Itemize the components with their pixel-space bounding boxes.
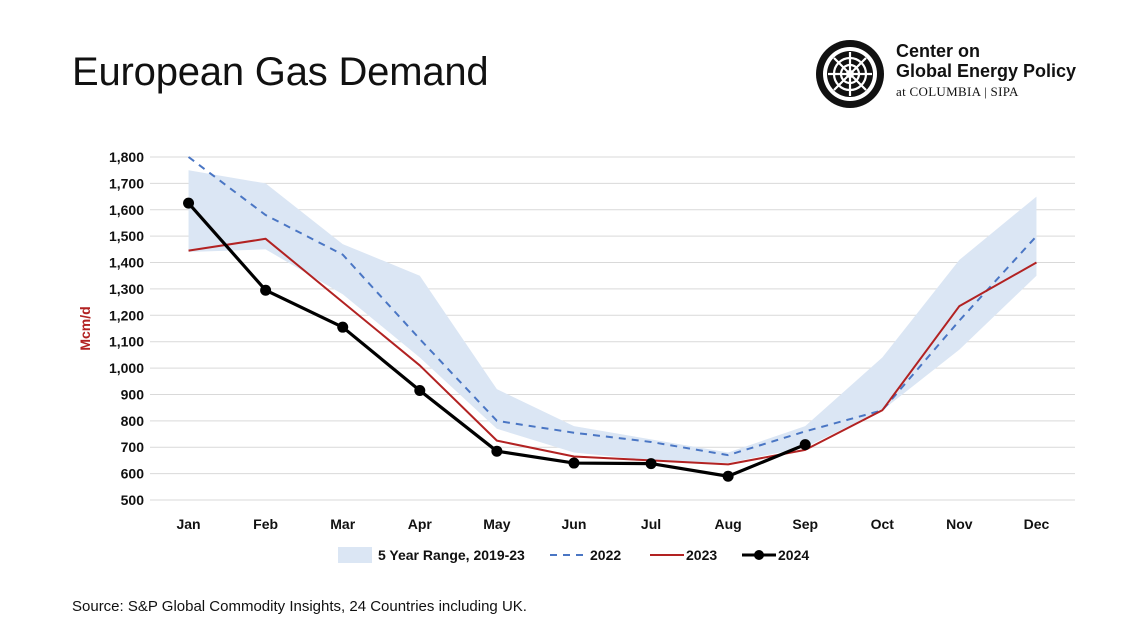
y-tick-label: 1,600 xyxy=(109,202,144,218)
y-tick-label: 500 xyxy=(121,492,145,508)
logo-line-2: Global Energy Policy xyxy=(896,60,1077,81)
series-point-2024 xyxy=(183,197,195,209)
y-tick-label: 800 xyxy=(121,413,145,429)
x-tick-label: Jan xyxy=(176,516,200,532)
x-tick-label: Oct xyxy=(871,516,895,532)
y-tick-label: 900 xyxy=(121,386,145,402)
x-tick-label: Jul xyxy=(641,516,661,532)
x-tick-label: Sep xyxy=(792,516,818,532)
series-point-2024 xyxy=(568,457,580,469)
y-tick-label: 600 xyxy=(121,466,145,482)
series-point-2024 xyxy=(260,284,272,296)
legend-swatch-range xyxy=(338,547,372,563)
x-tick-label: May xyxy=(483,516,510,532)
chart-svg: 500 600 700 800 900 1,000 1,100 1,200 1,300 1,400… xyxy=(77,149,1075,563)
series-point-2024 xyxy=(491,445,503,457)
source-note: Source: S&P Global Commodity Insights, 2… xyxy=(72,598,527,615)
y-tick-label: 1,000 xyxy=(109,360,144,376)
y-tick-label: 1,300 xyxy=(109,281,144,297)
series-point-2024 xyxy=(414,385,426,397)
legend-label-2022: 2022 xyxy=(590,547,621,563)
y-tick-label: 1,400 xyxy=(109,255,144,271)
series-point-2024 xyxy=(337,321,349,333)
x-tick-label: Mar xyxy=(330,516,355,532)
columbia-crown-seal-icon xyxy=(816,40,884,108)
series-line-2023 xyxy=(188,237,1037,466)
x-tick-label: Aug xyxy=(715,516,742,532)
x-tick-label: Feb xyxy=(253,516,278,532)
y-tick-label: 1,100 xyxy=(109,334,144,350)
y-tick-label: 1,200 xyxy=(109,307,144,323)
logo-line-3: at COLUMBIA | SIPA xyxy=(896,83,1019,99)
logo-line-1: Center on xyxy=(896,41,981,61)
x-tick-label: Jun xyxy=(562,516,587,532)
series-line-2022 xyxy=(187,156,1038,457)
x-tick-label: Dec xyxy=(1024,516,1050,532)
series-point-2024 xyxy=(722,470,734,482)
y-tick-label: 1,800 xyxy=(109,149,144,165)
chart: 500 600 700 800 900 1,000 1,100 1,200 1,300 1,400… xyxy=(60,140,1100,580)
y-tick-label: 1,500 xyxy=(109,228,144,244)
x-tick-label: Nov xyxy=(946,516,973,532)
legend-label-range: 5 Year Range, 2019-23 xyxy=(378,547,525,563)
legend-label-2024: 2024 xyxy=(778,547,809,563)
legend-label-2023: 2023 xyxy=(686,547,717,563)
page-title: European Gas Demand xyxy=(72,50,489,94)
series-point-2024 xyxy=(799,439,811,451)
series-point-2024 xyxy=(645,458,657,470)
y-axis-label: Mcm/d xyxy=(77,306,93,350)
range-band xyxy=(188,170,1037,464)
legend-marker-2024 xyxy=(754,550,764,560)
logo: Center on Global Energy Policy at COLUMB… xyxy=(814,38,1114,110)
x-tick-label: Apr xyxy=(408,516,433,532)
y-tick-label: 700 xyxy=(121,439,145,455)
y-tick-label: 1,700 xyxy=(109,175,144,191)
